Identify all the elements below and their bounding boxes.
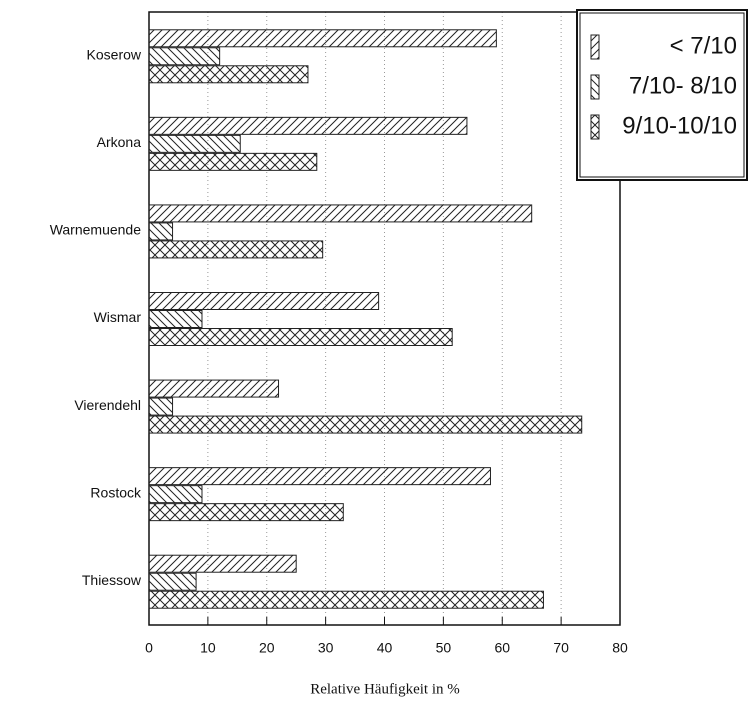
legend-label: 9/10-10/10 — [622, 112, 737, 139]
legend-frame — [579, 12, 745, 178]
bar — [148, 240, 324, 259]
x-tick-label: 10 — [200, 640, 216, 656]
legend-box — [576, 9, 748, 181]
bar — [148, 65, 309, 84]
bar — [148, 310, 203, 328]
legend-swatch — [590, 114, 600, 140]
legend-swatch — [590, 74, 600, 100]
x-tick-label: 20 — [259, 640, 275, 656]
plot-frame — [148, 11, 621, 626]
bar — [148, 152, 318, 171]
y-tick-label: Rostock — [90, 484, 142, 500]
bar — [148, 29, 497, 48]
bar — [148, 415, 583, 434]
bar — [148, 116, 468, 135]
bar — [148, 379, 280, 398]
x-tick-label: 50 — [436, 640, 452, 656]
x-tick-label: 60 — [494, 640, 510, 656]
legend-label: < 7/10 — [670, 32, 737, 59]
y-tick-label: Wismar — [94, 309, 142, 325]
bar — [148, 503, 344, 522]
bar — [148, 328, 453, 346]
x-tick-label: 80 — [612, 640, 628, 656]
legend-label: 7/10- 8/10 — [629, 72, 737, 99]
y-tick-label: Thiessow — [82, 572, 142, 588]
bar — [148, 47, 221, 66]
y-tick-label: Warnemuende — [50, 222, 142, 238]
bar — [148, 467, 491, 486]
bar — [148, 572, 197, 591]
bar — [148, 590, 544, 609]
bar — [148, 397, 174, 416]
bar — [148, 134, 241, 153]
y-tick-label: Arkona — [97, 134, 142, 150]
legend-swatch — [590, 34, 600, 60]
x-axis-label: Relative Häufigkeit in % — [310, 681, 460, 697]
bar — [148, 292, 380, 310]
bar — [148, 204, 533, 223]
y-tick-label: Koserow — [87, 46, 142, 62]
x-tick-label: 40 — [377, 640, 393, 656]
x-tick-label: 70 — [553, 640, 569, 656]
x-tick-label: 30 — [318, 640, 334, 656]
y-tick-label: Vierendehl — [74, 397, 141, 413]
bar — [148, 485, 203, 504]
x-tick-label: 0 — [145, 640, 153, 656]
bar — [148, 222, 174, 241]
bar — [148, 554, 297, 573]
